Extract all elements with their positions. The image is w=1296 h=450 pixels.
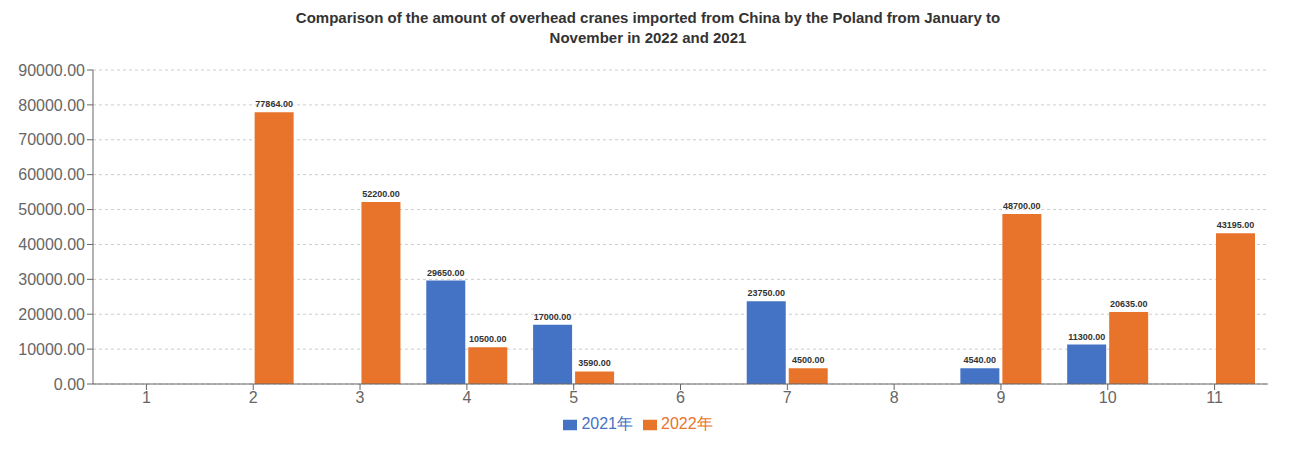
- svg-text:10500.00: 10500.00: [469, 334, 507, 344]
- svg-text:10: 10: [1099, 389, 1117, 406]
- html-text:November in 2022 and 2021: November in 2022 and 2021: [549, 29, 747, 46]
- svg-text:90000.00: 90000.00: [18, 62, 85, 79]
- html-text:2022年: 2022年: [661, 415, 713, 432]
- svg-text:30000.00: 30000.00: [18, 271, 85, 288]
- svg-text:17000.00: 17000.00: [534, 312, 572, 322]
- svg-text:2: 2: [249, 389, 258, 406]
- svg-text:20635.00: 20635.00: [1110, 299, 1148, 309]
- svg-text:7: 7: [783, 389, 792, 406]
- svg-text:43195.00: 43195.00: [1217, 220, 1255, 230]
- svg-text:29650.00: 29650.00: [427, 268, 465, 278]
- svg-text:40000.00: 40000.00: [18, 236, 85, 253]
- svg-text:80000.00: 80000.00: [18, 97, 85, 114]
- html-text:2021年: 2021年: [581, 415, 633, 432]
- svg-text:4500.00: 4500.00: [792, 355, 825, 365]
- svg-text:50000.00: 50000.00: [18, 201, 85, 218]
- svg-text:6: 6: [676, 389, 685, 406]
- svg-text:1: 1: [142, 389, 151, 406]
- svg-text:48700.00: 48700.00: [1003, 201, 1041, 211]
- svg-text:23750.00: 23750.00: [747, 288, 785, 298]
- svg-text:0.00: 0.00: [54, 376, 85, 393]
- svg-text:11: 11: [1206, 389, 1223, 406]
- svg-text:70000.00: 70000.00: [18, 131, 85, 148]
- svg-text:52200.00: 52200.00: [362, 189, 400, 199]
- svg-text:77864.00: 77864.00: [255, 99, 293, 109]
- svg-text:9: 9: [997, 389, 1006, 406]
- svg-text:5: 5: [569, 389, 578, 406]
- svg-text:3: 3: [356, 389, 365, 406]
- html-text:Comparison of the amount of ov: Comparison of the amount of overhead cra…: [295, 9, 1001, 26]
- svg-text:11300.00: 11300.00: [1068, 332, 1105, 342]
- svg-text:4: 4: [462, 389, 471, 406]
- svg-text:4540.00: 4540.00: [964, 355, 997, 365]
- svg-text:3590.00: 3590.00: [578, 358, 611, 368]
- svg-text:60000.00: 60000.00: [18, 166, 85, 183]
- svg-text:8: 8: [890, 389, 899, 406]
- svg-text:20000.00: 20000.00: [18, 306, 85, 323]
- svg-text:10000.00: 10000.00: [18, 341, 85, 358]
